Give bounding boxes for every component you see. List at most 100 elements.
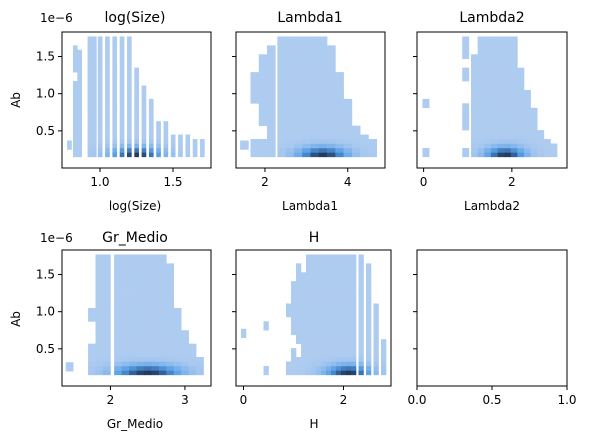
heatmap-cell xyxy=(293,116,303,122)
heatmap-cell xyxy=(119,63,125,68)
heatmap-cell xyxy=(517,112,525,118)
heatmap-cell xyxy=(327,139,336,144)
heatmap-cell xyxy=(285,94,295,100)
heatmap-cell xyxy=(91,125,97,131)
heatmap-cell xyxy=(311,312,317,318)
heatmap-cell xyxy=(336,267,342,273)
heatmap-cell xyxy=(136,334,145,340)
heatmap-cell xyxy=(471,76,478,82)
heatmap-cell xyxy=(267,147,276,153)
heatmap-cell xyxy=(112,139,118,144)
heatmap-cell xyxy=(91,81,97,86)
heatmap-cell xyxy=(158,316,167,322)
heatmap-cell xyxy=(173,330,182,336)
heatmap-cell xyxy=(77,89,83,95)
heatmap-cell xyxy=(301,325,307,331)
x-tick-label: 1.0 xyxy=(557,393,576,407)
heatmap-cell xyxy=(316,330,322,336)
heatmap-cell xyxy=(490,40,498,46)
heatmap-cell xyxy=(97,45,103,51)
heatmap-cell xyxy=(301,352,307,358)
heatmap-cell xyxy=(200,147,205,153)
heatmap-cell xyxy=(105,49,110,55)
heatmap-cell xyxy=(341,307,347,313)
heatmap-cell xyxy=(543,152,551,158)
heatmap-cell xyxy=(285,67,295,73)
heatmap-cell xyxy=(306,303,312,309)
heatmap-cell xyxy=(510,49,518,55)
heatmap-cell xyxy=(151,321,160,327)
heatmap-cell xyxy=(258,54,268,60)
heatmap-cell xyxy=(293,81,303,86)
heatmap-cell xyxy=(343,139,353,144)
heatmap-cell xyxy=(95,348,104,353)
heatmap-cell xyxy=(327,81,336,86)
heatmap-cell xyxy=(112,103,118,109)
heatmap-cell xyxy=(326,254,332,260)
heatmap-cell xyxy=(510,152,518,158)
heatmap-cell xyxy=(119,40,125,46)
heatmap-cell xyxy=(510,98,518,104)
heatmap-cell xyxy=(136,325,145,331)
heatmap-cell xyxy=(302,58,311,64)
heatmap-cell xyxy=(346,290,352,295)
heatmap-cell xyxy=(504,85,512,91)
heatmap-cell xyxy=(343,116,353,122)
heatmap-cell xyxy=(95,263,104,269)
heatmap-cell xyxy=(102,254,111,260)
heatmap-cell xyxy=(327,63,336,68)
heatmap-cell xyxy=(67,140,72,146)
heatmap-cell xyxy=(151,281,160,286)
heatmap-cell xyxy=(95,303,104,309)
heatmap-cell xyxy=(358,330,364,336)
heatmap-cell xyxy=(285,125,295,131)
heatmap-cell xyxy=(102,285,111,291)
heatmap-cell xyxy=(97,121,103,126)
heatmap-cell xyxy=(537,147,545,153)
heatmap-cell xyxy=(267,85,276,91)
panel-lambda2: Lambda2 Lambda2 xyxy=(459,10,524,213)
heatmap-cell xyxy=(114,267,122,273)
heatmap-cell xyxy=(127,67,132,73)
heatmap-cell xyxy=(102,330,111,336)
heatmap-cell xyxy=(91,72,97,77)
heatmap-cell xyxy=(134,72,139,77)
heatmap-cell xyxy=(250,72,260,77)
heatmap-cell xyxy=(285,147,295,153)
heatmap-cell xyxy=(114,316,122,322)
heatmap-cell xyxy=(285,49,295,55)
heatmap-cell xyxy=(119,45,125,51)
heatmap-cell xyxy=(335,139,344,144)
heatmap-cell xyxy=(105,63,110,68)
heatmap-cell xyxy=(335,143,344,149)
heatmap-cell xyxy=(129,303,137,309)
heatmap-cell xyxy=(88,316,96,322)
heatmap-cell xyxy=(121,339,130,344)
heatmap-cells-2 xyxy=(422,36,558,158)
heatmap-cell xyxy=(336,285,342,291)
heatmap-cell xyxy=(166,303,175,309)
x-axis-label: Lambda2 xyxy=(464,199,520,213)
heatmap-cell xyxy=(141,125,147,131)
heatmap-cell xyxy=(316,254,322,260)
heatmap-cell xyxy=(277,112,286,118)
heatmap-cell xyxy=(326,365,332,371)
heatmap-cell xyxy=(258,72,268,77)
heatmap-cell xyxy=(134,76,139,82)
heatmap-cell xyxy=(114,258,122,264)
heatmap-cell xyxy=(112,76,118,82)
heatmap-cell xyxy=(65,366,74,372)
heatmap-cell xyxy=(497,54,505,60)
heatmap-cell xyxy=(484,45,492,51)
heatmap-cell xyxy=(87,134,93,140)
heatmap-cell xyxy=(258,103,268,109)
heatmap-cell xyxy=(336,348,342,353)
heatmap-cell xyxy=(293,134,303,140)
heatmap-cell xyxy=(346,285,352,291)
heatmap-cell xyxy=(341,348,347,353)
heatmap-cell xyxy=(151,276,160,282)
heatmap-cell xyxy=(127,94,132,100)
heatmap-cell xyxy=(358,272,364,278)
heatmap-cell xyxy=(158,276,167,282)
heatmap-cell xyxy=(321,254,327,260)
